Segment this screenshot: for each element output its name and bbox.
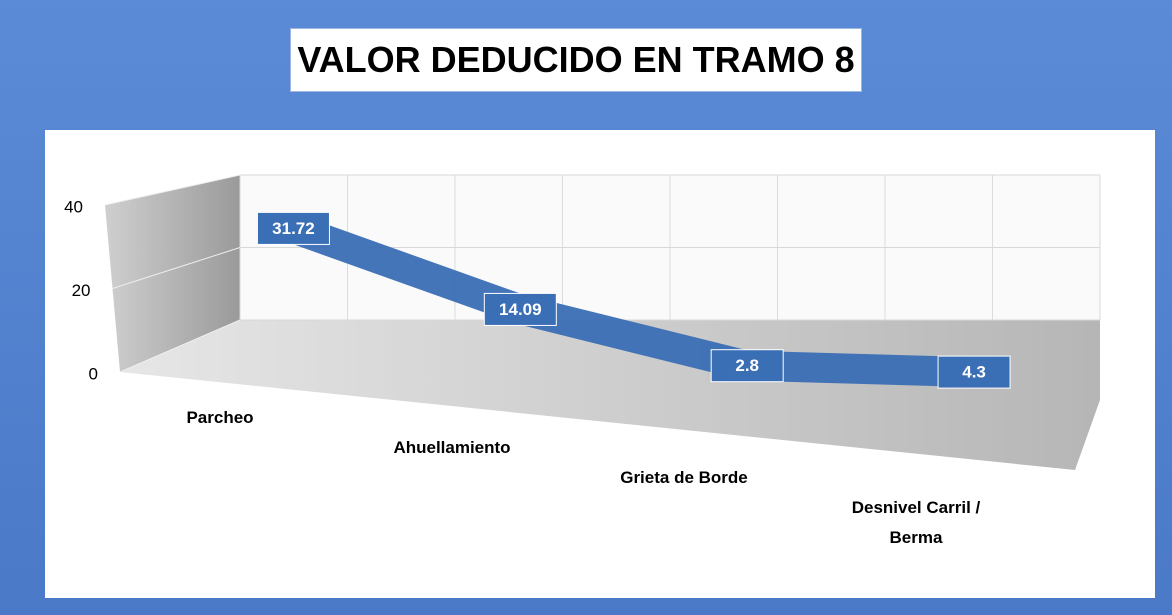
y-tick-label: 20 [72, 281, 91, 300]
line-ribbon [288, 214, 975, 388]
data-label: 31.72 [272, 219, 315, 238]
chart-title: VALOR DEDUCIDO EN TRAMO 8 [290, 28, 862, 92]
x-tick-label: Desnivel Carril / Berma [851, 498, 981, 547]
data-label: 4.3 [962, 363, 986, 382]
data-label: 14.09 [499, 300, 542, 319]
data-label-box [710, 349, 784, 383]
grid-line [119, 319, 241, 373]
x-tick-label: Parcheo [186, 408, 254, 427]
y-tick-label: 0 [89, 364, 98, 383]
grid-line [112, 247, 241, 289]
data-label: 2.8 [735, 356, 759, 375]
x-tick-label: Ahuellamiento [393, 438, 511, 457]
grid-line [104, 174, 241, 206]
data-label-box [256, 211, 330, 245]
data-label-box [937, 355, 1011, 389]
data-label-box [483, 292, 557, 326]
y-tick-label: 40 [64, 197, 83, 216]
x-tick-label: Grieta de Borde [620, 468, 748, 487]
left-wall [105, 175, 240, 372]
